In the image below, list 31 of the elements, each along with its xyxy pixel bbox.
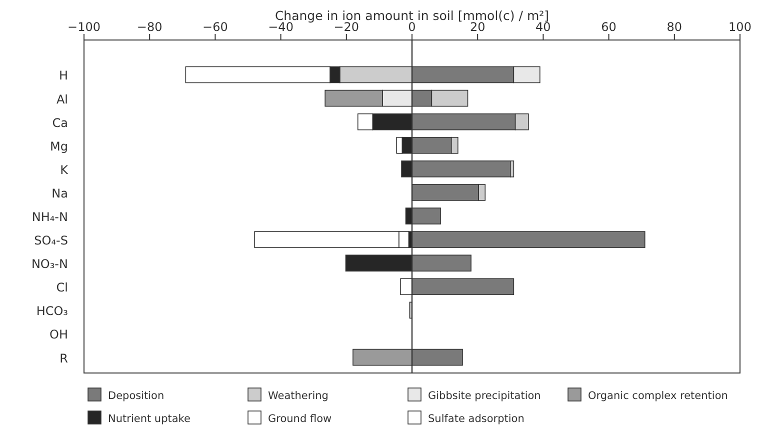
x-tick-label: −80 [136,20,162,34]
legend-label: Gibbsite precipitation [428,390,541,402]
y-tick-label: Cl [56,280,68,295]
legend-label: Ground flow [268,413,332,425]
x-tick-label: −40 [268,20,294,34]
x-tick-label: 0 [408,20,416,34]
x-tick-label: 100 [728,20,752,34]
y-tick-label: NH₄-N [32,210,68,224]
y-tick-label: OH [50,328,68,342]
x-axis-title: Change in ion amount in soil [mmol(c) / m²] [274,8,550,23]
legend-label: Weathering [268,390,328,402]
x-tick-label: 80 [666,20,682,34]
y-tick-label: H [58,68,68,83]
legend-label: Nutrient uptake [108,413,190,425]
y-tick-label: R [60,351,68,366]
x-tick-label: 60 [601,20,616,34]
y-tick-label: Ca [52,116,68,130]
legend-label: Organic complex retention [588,390,728,402]
y-tick-label: Na [52,186,68,200]
y-tick-label: Al [56,92,68,106]
y-tick-label: SO₄-S [34,234,68,248]
x-tick-label: −60 [202,20,228,34]
y-tick-label: Mg [50,139,68,154]
x-tick-label: −20 [334,20,360,34]
legend-label: Sulfate adsorption [428,413,524,425]
y-tick-label: HCO₃ [36,304,68,318]
x-tick-label: −100 [68,20,100,34]
y-tick-label: K [60,162,70,177]
y-tick-label: NO₃-N [31,257,68,272]
legend-label: Deposition [108,390,164,402]
x-tick-label: 20 [470,20,486,34]
